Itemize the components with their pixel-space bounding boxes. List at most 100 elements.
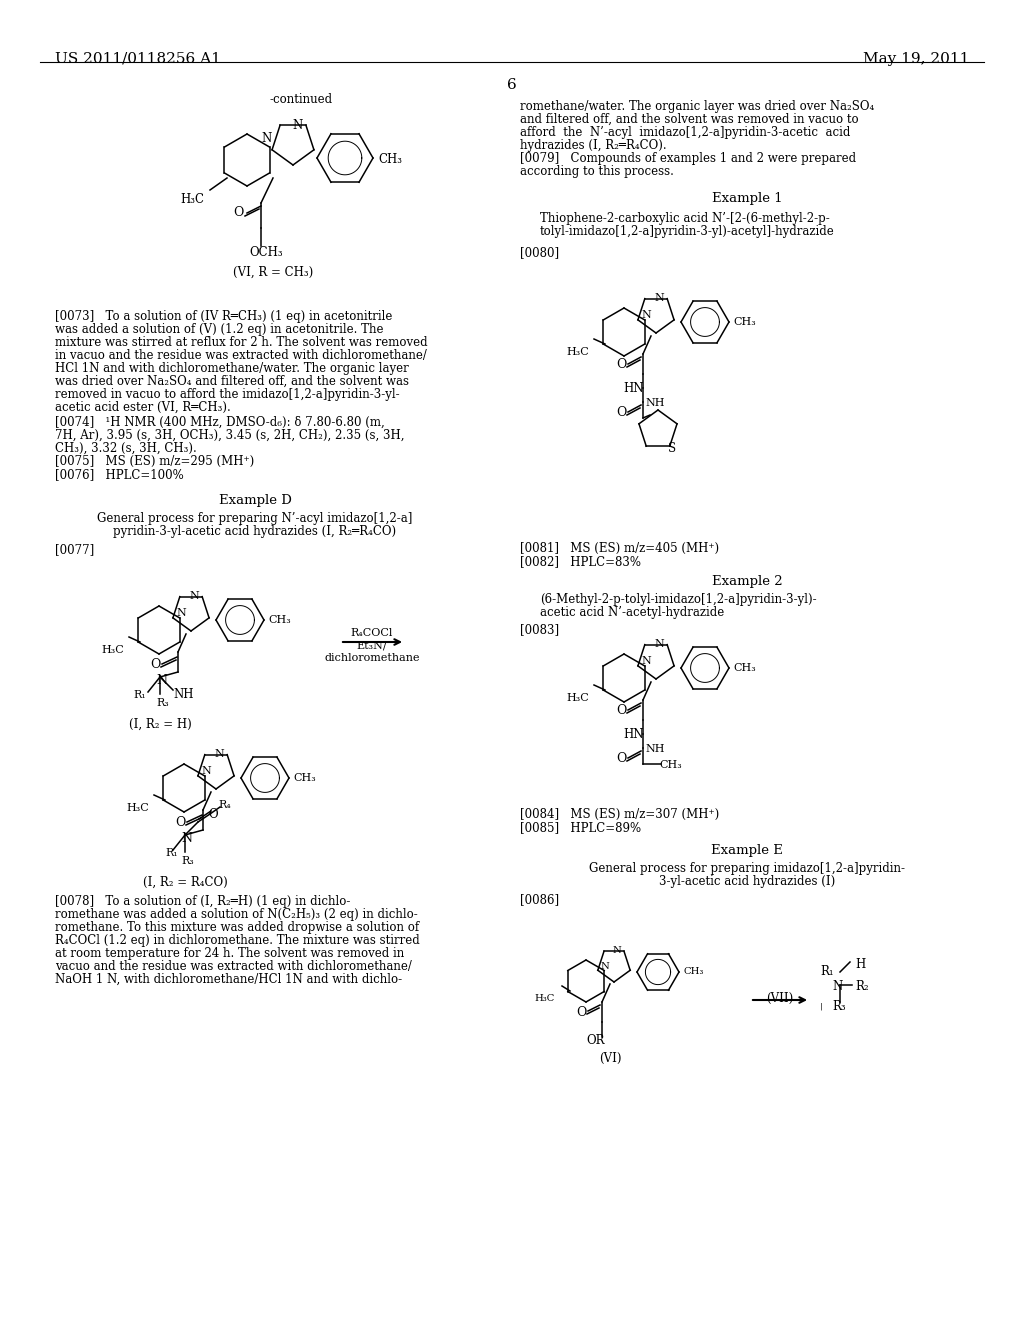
Text: (VI, R = CH₃): (VI, R = CH₃)	[232, 267, 313, 279]
Text: O: O	[208, 808, 218, 821]
Text: H₃C: H₃C	[534, 994, 554, 1003]
Text: O: O	[575, 1006, 587, 1019]
Text: H₃C: H₃C	[566, 693, 589, 704]
Text: [0082]   HPLC=83%: [0082] HPLC=83%	[520, 554, 641, 568]
Text: romethane. To this mixture was added dropwise a solution of: romethane. To this mixture was added dro…	[55, 921, 419, 935]
Text: H₃C: H₃C	[101, 645, 124, 655]
Text: N: N	[654, 639, 664, 649]
Text: R₁: R₁	[134, 690, 146, 700]
Text: N: N	[654, 293, 664, 304]
Text: (VII): (VII)	[766, 993, 794, 1005]
Text: CH₃: CH₃	[733, 663, 756, 673]
Text: romethane/water. The organic layer was dried over Na₂SO₄: romethane/water. The organic layer was d…	[520, 100, 874, 114]
Text: NH: NH	[645, 744, 665, 754]
Text: -continued: -continued	[270, 92, 333, 106]
Text: Et₃N/: Et₃N/	[356, 642, 387, 651]
Text: [0085]   HPLC=89%: [0085] HPLC=89%	[520, 821, 641, 834]
Text: [0084]   MS (ES) m/z=307 (MH⁺): [0084] MS (ES) m/z=307 (MH⁺)	[520, 808, 719, 821]
Text: N: N	[181, 832, 193, 845]
Text: R₄COCl (1.2 eq) in dichloromethane. The mixture was stirred: R₄COCl (1.2 eq) in dichloromethane. The …	[55, 935, 420, 946]
Text: hydrazides (I, R₂═R₄CO).: hydrazides (I, R₂═R₄CO).	[520, 139, 667, 152]
Text: HCl 1N and with dichloromethane/water. The organic layer: HCl 1N and with dichloromethane/water. T…	[55, 362, 409, 375]
Text: Thiophene-2-carboxylic acid N’-[2-(6-methyl-2-p-: Thiophene-2-carboxylic acid N’-[2-(6-met…	[540, 213, 829, 224]
Text: was added a solution of (V) (1.2 eq) in acetonitrile. The: was added a solution of (V) (1.2 eq) in …	[55, 323, 384, 337]
Text: N: N	[189, 591, 199, 601]
Text: 6: 6	[507, 78, 517, 92]
Text: afford  the  N’-acyl  imidazo[1,2-a]pyridin-3-acetic  acid: afford the N’-acyl imidazo[1,2-a]pyridin…	[520, 125, 850, 139]
Text: General process for preparing N’-acyl imidazo[1,2-a]: General process for preparing N’-acyl im…	[97, 512, 413, 525]
Text: O: O	[616, 752, 627, 766]
Text: N: N	[612, 946, 622, 954]
Text: R₄: R₄	[218, 800, 230, 810]
Text: [0073]   To a solution of (IV R═CH₃) (1 eq) in acetonitrile: [0073] To a solution of (IV R═CH₃) (1 eq…	[55, 310, 392, 323]
Text: N: N	[641, 310, 651, 319]
Text: acetic acid N’-acetyl-hydrazide: acetic acid N’-acetyl-hydrazide	[540, 606, 724, 619]
Text: May 19, 2011: May 19, 2011	[862, 51, 969, 66]
Text: R₁: R₁	[820, 965, 834, 978]
Text: (I, R₂ = H): (I, R₂ = H)	[129, 718, 191, 731]
Text: HN: HN	[623, 381, 643, 395]
Text: [0077]: [0077]	[55, 543, 94, 556]
Text: N: N	[214, 748, 224, 759]
Text: Example D: Example D	[218, 494, 292, 507]
Text: [0083]: [0083]	[520, 623, 559, 636]
Text: CH₃), 3.32 (s, 3H, CH₃).: CH₃), 3.32 (s, 3H, CH₃).	[55, 442, 197, 455]
Text: was dried over Na₂SO₄ and filtered off, and the solvent was: was dried over Na₂SO₄ and filtered off, …	[55, 375, 409, 388]
Text: H₃C: H₃C	[566, 347, 589, 356]
Text: R₃: R₃	[831, 1001, 846, 1012]
Text: CH₃: CH₃	[293, 774, 315, 783]
Text: pyridin-3-yl-acetic acid hydrazides (I, R₂═R₄CO): pyridin-3-yl-acetic acid hydrazides (I, …	[114, 525, 396, 539]
Text: US 2011/0118256 A1: US 2011/0118256 A1	[55, 51, 221, 66]
Text: (6-Methyl-2-p-tolyl-imidazo[1,2-a]pyridin-3-yl)-: (6-Methyl-2-p-tolyl-imidazo[1,2-a]pyridi…	[540, 593, 816, 606]
Text: R₂: R₂	[855, 979, 868, 993]
Text: [0079]   Compounds of examples 1 and 2 were prepared: [0079] Compounds of examples 1 and 2 wer…	[520, 152, 856, 165]
Text: HN: HN	[623, 729, 643, 741]
Text: CH₃: CH₃	[659, 760, 682, 770]
Text: R₃: R₃	[181, 855, 194, 866]
Text: CH₃: CH₃	[268, 615, 291, 624]
Text: [0075]   MS (ES) m/z=295 (MH⁺): [0075] MS (ES) m/z=295 (MH⁺)	[55, 455, 254, 469]
Text: CH₃: CH₃	[378, 153, 402, 166]
Text: O: O	[175, 816, 185, 829]
Text: acetic acid ester (VI, R═CH₃).: acetic acid ester (VI, R═CH₃).	[55, 401, 230, 414]
Text: O: O	[616, 407, 627, 418]
Text: [0080]: [0080]	[520, 246, 559, 259]
Text: N: N	[831, 979, 843, 993]
Text: removed in vacuo to afford the imidazo[1,2-a]pyridin-3-yl-: removed in vacuo to afford the imidazo[1…	[55, 388, 399, 401]
Text: 7H, Ar), 3.95 (s, 3H, OCH₃), 3.45 (s, 2H, CH₂), 2.35 (s, 3H,: 7H, Ar), 3.95 (s, 3H, OCH₃), 3.45 (s, 2H…	[55, 429, 404, 442]
Text: NaOH 1 N, with dichloromethane/HCl 1N and with dichlo-: NaOH 1 N, with dichloromethane/HCl 1N an…	[55, 973, 402, 986]
Text: H₃C: H₃C	[126, 803, 148, 813]
Text: General process for preparing imidazo[1,2-a]pyridin-: General process for preparing imidazo[1,…	[589, 862, 905, 875]
Text: [0081]   MS (ES) m/z=405 (MH⁺): [0081] MS (ES) m/z=405 (MH⁺)	[520, 543, 719, 554]
Text: Example 1: Example 1	[712, 191, 782, 205]
Text: OCH₃: OCH₃	[249, 246, 283, 259]
Text: R₄COCl: R₄COCl	[351, 628, 393, 638]
Text: romethane was added a solution of N(C₂H₅)₃ (2 eq) in dichlo-: romethane was added a solution of N(C₂H₅…	[55, 908, 418, 921]
Text: mixture was stirred at reflux for 2 h. The solvent was removed: mixture was stirred at reflux for 2 h. T…	[55, 337, 428, 348]
Text: H: H	[855, 958, 865, 972]
Text: S: S	[668, 442, 676, 455]
Text: CH₃: CH₃	[733, 317, 756, 327]
Text: O: O	[616, 358, 627, 371]
Text: Example E: Example E	[711, 843, 783, 857]
Text: tolyl-imidazo[1,2-a]pyridin-3-yl)-acetyl]-hydrazide: tolyl-imidazo[1,2-a]pyridin-3-yl)-acetyl…	[540, 224, 835, 238]
Text: O: O	[616, 704, 627, 717]
Text: H₃C: H₃C	[180, 193, 204, 206]
Text: vacuo and the residue was extracted with dichloromethane/: vacuo and the residue was extracted with…	[55, 960, 412, 973]
Text: N: N	[176, 609, 186, 618]
Text: according to this process.: according to this process.	[520, 165, 674, 178]
Text: (VI): (VI)	[599, 1052, 622, 1065]
Text: O: O	[233, 206, 244, 219]
Text: R₃: R₃	[156, 698, 169, 708]
Text: [0078]   To a solution of (I, R₂═H) (1 eq) in dichlo-: [0078] To a solution of (I, R₂═H) (1 eq)…	[55, 895, 350, 908]
Text: [0076]   HPLC=100%: [0076] HPLC=100%	[55, 469, 183, 480]
Text: and filtered off, and the solvent was removed in vacuo to: and filtered off, and the solvent was re…	[520, 114, 859, 125]
Text: N: N	[293, 119, 303, 132]
Text: NH: NH	[645, 399, 665, 408]
Text: [0074]   ¹H NMR (400 MHz, DMSO-d₆): δ 7.80-6.80 (m,: [0074] ¹H NMR (400 MHz, DMSO-d₆): δ 7.80…	[55, 416, 385, 429]
Text: CH₃: CH₃	[683, 968, 703, 975]
Text: N: N	[156, 675, 167, 686]
Text: N: N	[641, 656, 651, 667]
Text: in vacuo and the residue was extracted with dichloromethane/: in vacuo and the residue was extracted w…	[55, 348, 427, 362]
Text: O: O	[150, 657, 161, 671]
